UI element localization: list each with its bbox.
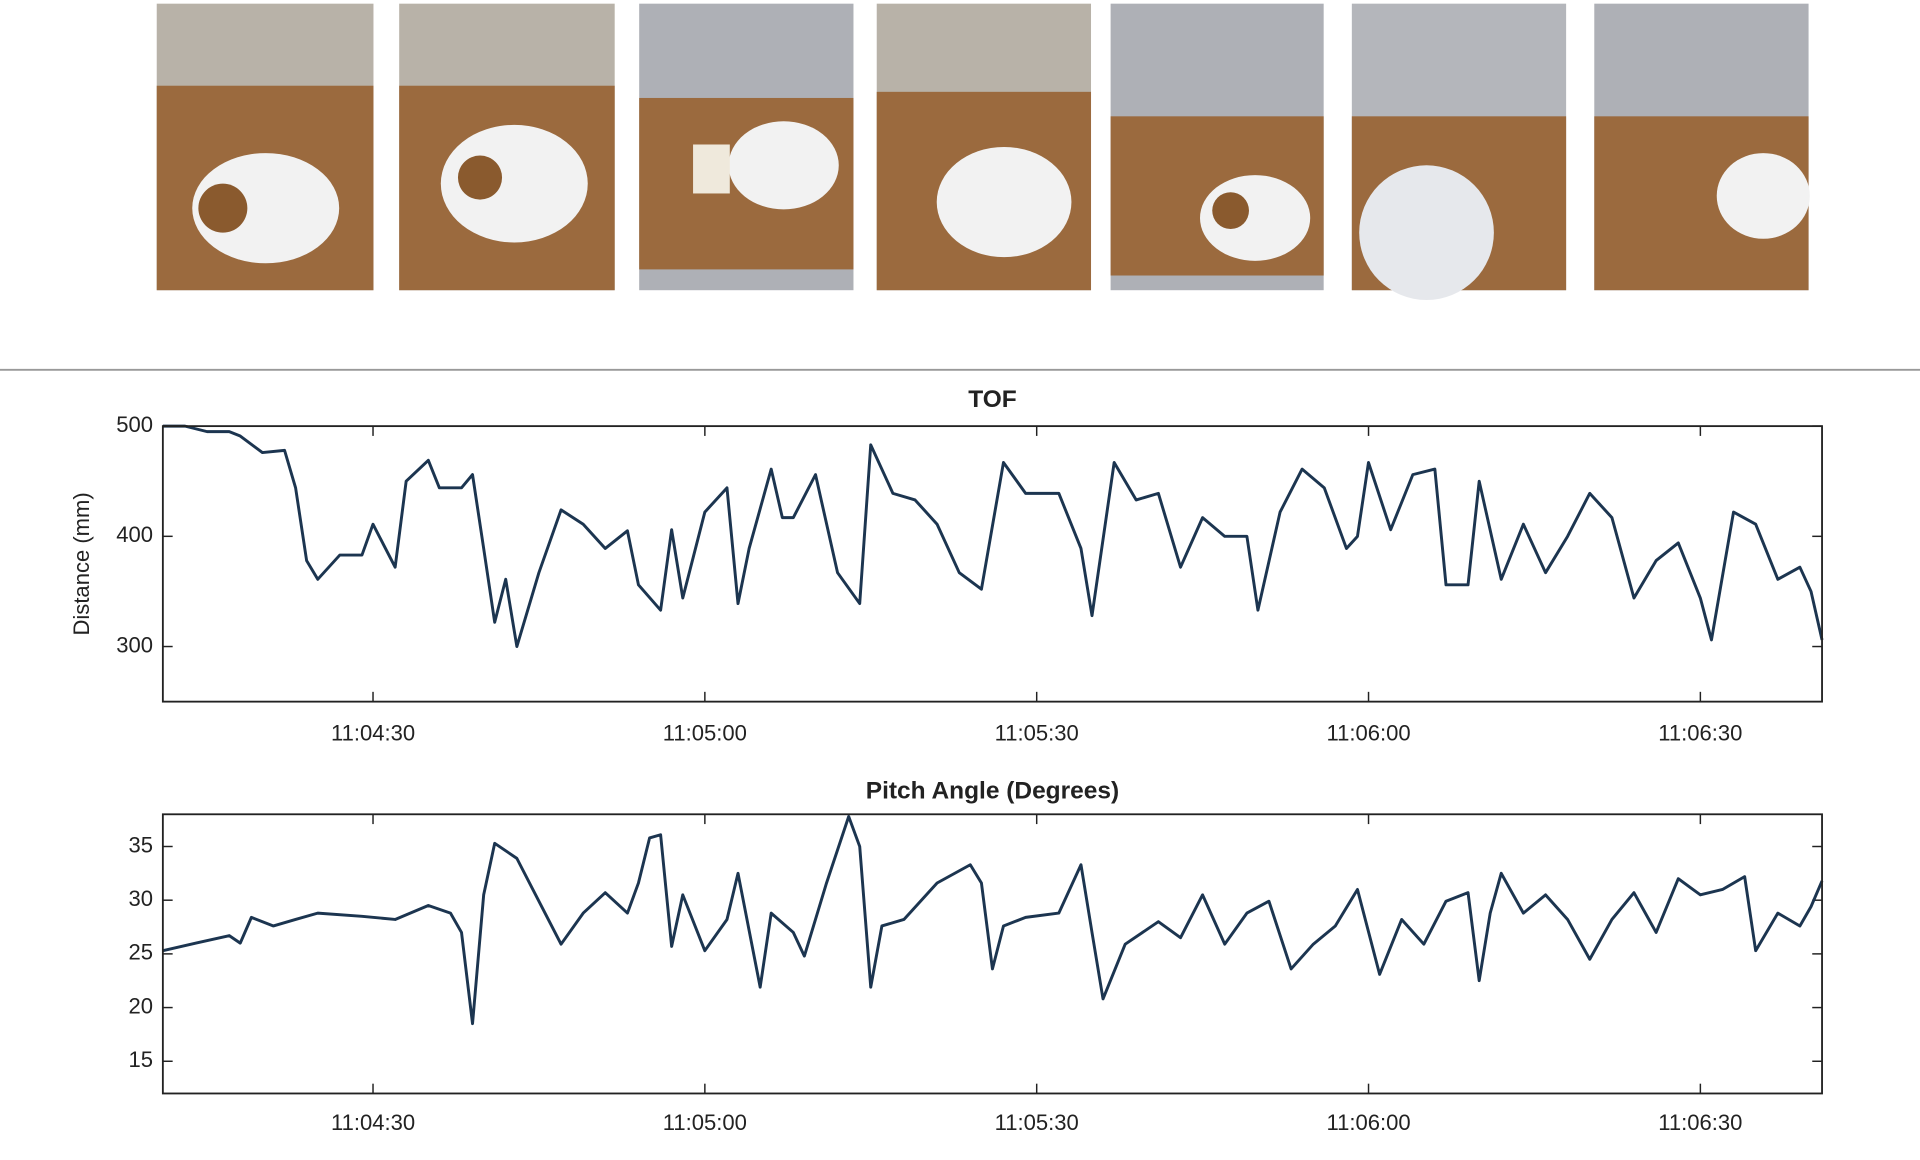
photo [399, 3, 615, 291]
x-tick-label: 11:04:30 [331, 721, 415, 746]
photo [639, 3, 854, 291]
y-tick-label: 15 [129, 1047, 154, 1072]
chart: TOF Distance (mm) 300 400 500 11:04:30 11:05:0… [69, 386, 1824, 746]
photo-strip [156, 3, 1810, 301]
photo [876, 3, 1092, 291]
photo [1594, 3, 1810, 291]
x-tick-label: 11:06:30 [1658, 1110, 1742, 1135]
chart: Pitch Angle (Degrees) 15 20 25 30 35 11:04:30 1… [129, 778, 1824, 1135]
chart-title: TOF [968, 386, 1017, 413]
y-axis-label: Distance (mm) [69, 492, 94, 635]
y-tick-label: 25 [129, 940, 154, 965]
photo [156, 3, 374, 291]
x-tick-label: 11:05:30 [995, 1110, 1079, 1135]
plot-frame [161, 813, 1823, 1095]
y-tick-label: 400 [116, 522, 153, 547]
photo [1110, 3, 1324, 291]
data-line [162, 815, 1824, 1026]
x-tick-label: 11:05:00 [663, 721, 747, 746]
plot-frame [161, 425, 1823, 703]
x-tick-label: 11:06:30 [1658, 721, 1742, 746]
x-tick-label: 11:06:00 [1326, 721, 1410, 746]
y-tick-label: 300 [116, 632, 153, 657]
chart-title: Pitch Angle (Degrees) [866, 778, 1119, 805]
y-tick-label: 500 [116, 412, 153, 437]
y-tick-label: 30 [129, 886, 154, 911]
data-line [162, 424, 1824, 649]
y-tick-label: 20 [129, 993, 154, 1018]
y-tick-label: 35 [129, 832, 154, 857]
x-tick-label: 11:06:00 [1326, 1110, 1410, 1135]
x-tick-label: 11:05:00 [663, 1110, 747, 1135]
x-tick-label: 11:05:30 [995, 721, 1079, 746]
x-tick-label: 11:04:30 [331, 1110, 415, 1135]
photo [1351, 3, 1567, 301]
